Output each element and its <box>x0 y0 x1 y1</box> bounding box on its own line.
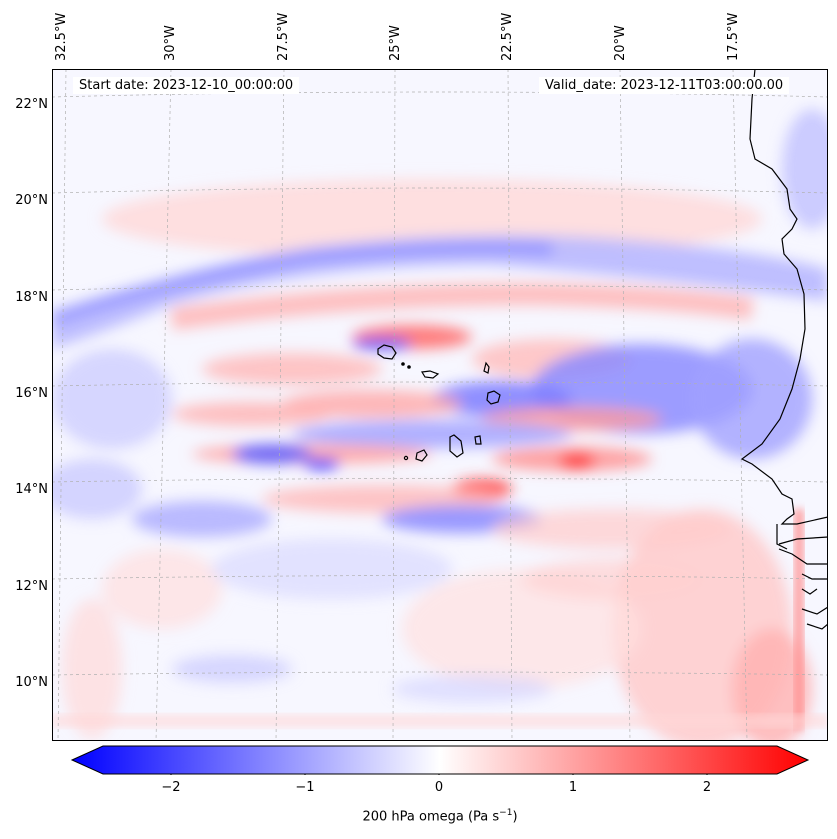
colorbar-label-close: ) <box>512 809 518 825</box>
lon-label-17-5w: 17.5°W <box>726 12 741 61</box>
lat-label-22n: 22°N <box>15 97 48 112</box>
colorbar-tick-1: 1 <box>568 780 578 795</box>
colorbar-label-main: 200 hPa omega (Pa s <box>362 809 500 825</box>
cape-verde-islands <box>377 344 501 462</box>
colorbar-tick-neg1: −1 <box>295 780 315 795</box>
valid-date-label: Valid_date: 2023-12-11T03:00:00.00 <box>539 77 790 94</box>
lat-label-12n: 12°N <box>15 579 48 594</box>
lat-label-20n: 20°N <box>15 193 48 208</box>
colorbar-tick-0: 0 <box>434 780 444 795</box>
start-date-label: Start date: 2023-12-10_00:00:00 <box>73 77 300 94</box>
lon-label-20w: 20°W <box>613 25 628 61</box>
lon-label-32-5w: 32.5°W <box>54 12 69 61</box>
colorbar-tick-neg2: −2 <box>161 780 181 795</box>
map-panel <box>52 69 828 741</box>
coastline <box>740 69 828 630</box>
graticule <box>52 69 828 741</box>
lon-label-25w: 25°W <box>388 25 403 61</box>
colorbar-label-exponent: −1 <box>499 808 513 818</box>
omega-field <box>52 109 828 741</box>
lon-label-27-5w: 27.5°W <box>276 12 291 61</box>
lon-label-22-5w: 22.5°W <box>500 12 515 61</box>
colorbar-gradient <box>70 745 810 775</box>
lat-label-18n: 18°N <box>15 290 48 305</box>
lon-label-30w: 30°W <box>163 25 178 61</box>
colorbar-label: 200 hPa omega (Pa s−1) <box>362 808 517 824</box>
lat-label-14n: 14°N <box>15 482 48 497</box>
colorbar <box>70 745 810 775</box>
lat-label-16n: 16°N <box>15 386 48 401</box>
colorbar-tick-2: 2 <box>702 780 712 795</box>
lat-label-10n: 10°N <box>15 675 48 690</box>
